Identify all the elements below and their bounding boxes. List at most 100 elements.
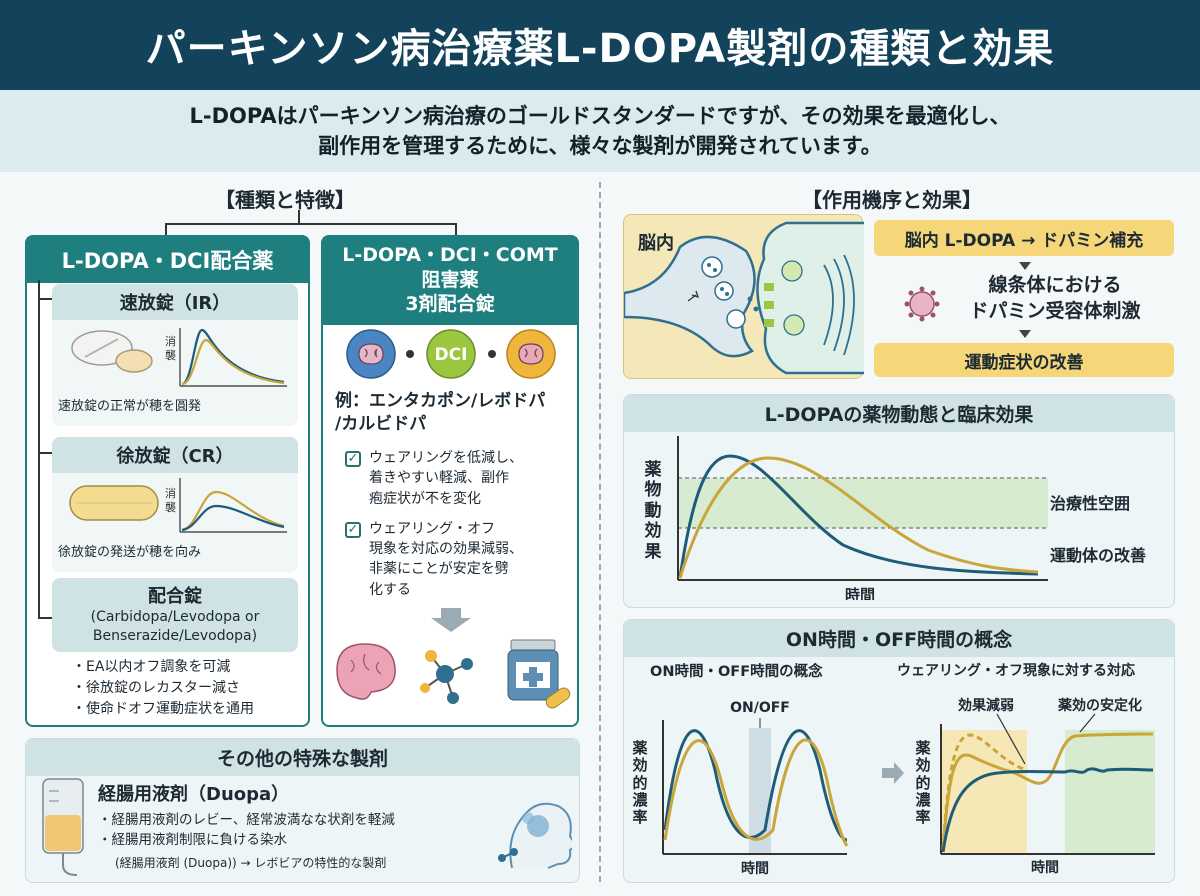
- postsynaptic-neuron: [756, 221, 864, 375]
- list-item: ・EA以内オフ調象を可減: [72, 659, 231, 675]
- svg-text:消: 消: [165, 334, 176, 348]
- tablet-icon: [71, 330, 153, 373]
- tree-connector: [38, 452, 52, 454]
- triple-bottom-icons: [336, 608, 571, 709]
- triple-panel-title: L-DOPA・DCI・COMT 阻害薬 3剤配合錠: [323, 237, 577, 326]
- onoff-xlabel-left: 時間: [741, 860, 769, 877]
- ir-curve-gold: [181, 338, 285, 386]
- ann-stabilization: 薬効の安定化: [1058, 698, 1142, 714]
- mix-title: 配合錠: [148, 586, 202, 607]
- combo-bullets: ・EA以内オフ調象を可減 ・徐放錠のレカスター減さ ・使命ドオフ運動症状を通用: [72, 657, 302, 720]
- cr-caption: 徐放錠の発送が穂を向み: [58, 544, 201, 560]
- svg-text:襲: 襲: [165, 348, 176, 362]
- onoff-label: ON/OFF: [730, 700, 790, 716]
- onoff-right-title: ウェアリング・オフ現象に対する対応: [897, 663, 1135, 679]
- brain-icon: [336, 643, 396, 700]
- mix-sub-1: (Carbidopa/Levodopa or: [90, 609, 260, 625]
- synapse-illustration: [624, 221, 864, 375]
- triple-example: 例：エンタカポン/レボドパ /カルビドパ: [335, 390, 575, 436]
- arrow-down-icon: [431, 608, 471, 632]
- therapeutic-window: [678, 478, 1048, 528]
- weakening-zone: [941, 730, 1027, 854]
- presynaptic-terminal: [624, 235, 756, 358]
- cr-curve-navy: [181, 504, 285, 532]
- intro-line-2: 副作用を管理するために、様々な製剤が開発されています。: [318, 134, 882, 158]
- example-line-2: /カルビドパ: [335, 413, 427, 434]
- column-divider: [599, 182, 601, 882]
- tree-connector: [38, 617, 52, 619]
- list-item: ・使命ドオフ運動症状を通用: [72, 701, 254, 717]
- onoff-left-title: ON時間・OFF時間の概念: [650, 664, 823, 680]
- other-title: その他の特殊な製剤: [26, 739, 579, 776]
- ir-title: 速放錠（IR）: [52, 284, 298, 320]
- example-line-1: 例：エンタカポン/レボドパ: [335, 391, 546, 411]
- triple-title-line-2: 阻害薬: [421, 268, 479, 291]
- tree-connector: [165, 223, 457, 225]
- dci-icon: [426, 329, 476, 379]
- mix-card: 配合錠 (Carbidopa/Levodopa or Benserazide/L…: [52, 578, 298, 652]
- step-receptor-line-1: 線条体における: [988, 274, 1122, 296]
- triple-checklist: ✓ ウェアリングを低減し、 着きやすい軽減、副作 疱症状が不を変化 ✓ ウェアリ…: [345, 448, 573, 610]
- ir-card: 速放錠（IR） 消 襲 速放錠の正常が穂を圓発: [52, 284, 298, 426]
- step-receptor: 線条体における ドパミン受容体刺激: [940, 273, 1170, 324]
- list-item: ・徐放錠のレカスター減さ: [72, 680, 240, 696]
- intro-banner: L-DOPAはパーキンソン病治療のゴールドスタンダードですが、その効果を最適化し…: [0, 90, 1200, 172]
- triple-icons: DCI: [346, 329, 556, 379]
- cr-title: 徐放錠（CR）: [52, 437, 298, 473]
- pk-xlabel: 時間: [845, 586, 875, 600]
- tree-connector: [298, 210, 300, 224]
- pk-ylabel: 薬物動効果: [644, 460, 662, 562]
- triple-title-line-1: L-DOPA・DCI・COMT: [342, 244, 558, 266]
- arrow-right-icon: [882, 762, 904, 784]
- check-icon: ✓: [345, 521, 361, 538]
- check-item: ✓ ウェアリングを低減し、 着きやすい軽減、副作 疱症状が不を変化: [345, 448, 573, 509]
- step-motor-improvement: 運動症状の改善: [874, 343, 1174, 377]
- svg-text:消: 消: [165, 486, 176, 500]
- navy-curve: [941, 767, 1154, 853]
- infusion-bag-icon: [42, 778, 84, 876]
- pk-chart: 時間: [677, 436, 1048, 600]
- onoff-curve-navy: [663, 729, 848, 842]
- onoff-ylabel-right: 薬効的濃率: [915, 739, 931, 826]
- check-icon: ✓: [345, 451, 361, 467]
- onoff-ylabel-left: 薬効的濃率: [632, 739, 648, 826]
- receptor-icon: [904, 286, 940, 322]
- molecule-icon: [420, 650, 473, 704]
- tree-connector: [38, 298, 52, 300]
- cr-curve-gold: [181, 490, 285, 532]
- pk-curve-navy: [678, 454, 1039, 579]
- svg-text:襲: 襲: [165, 500, 176, 514]
- pk-label-window: 治療性空囲: [1050, 494, 1131, 513]
- onoff-chart-right: 時間: [940, 713, 1155, 876]
- types-section-title: 【種類と特徴】: [215, 188, 355, 212]
- svg-text:DCI: DCI: [435, 345, 468, 365]
- brain-label: 脳内: [638, 233, 674, 254]
- onoff-chart-left: ON/OFF 時間: [662, 700, 849, 877]
- onoff-xlabel-right: 時間: [1031, 859, 1059, 876]
- mechanism-section-title: 【作用機序と効果】: [802, 188, 982, 212]
- ir-illustration: 消 襲 速放錠の正常が穂を圓発: [58, 328, 287, 414]
- ir-caption: 速放錠の正常が穂を圓発: [58, 399, 201, 414]
- other-formulations-box: その他の特殊な製剤: [25, 738, 580, 883]
- intro-line-1: L-DOPAはパーキンソン病治療のゴールドスタンダードですが、その効果を最適化し…: [189, 103, 1011, 128]
- cr-card: 徐放錠（CR） 消 襲 徐放錠の発送が穂を向み: [52, 437, 298, 572]
- arrow-down-icon: [1019, 330, 1031, 338]
- tree-connector: [165, 223, 167, 235]
- page-title: パーキンソン病治療薬L-DOPA製剤の種類と効果: [0, 0, 1200, 90]
- duopa-title: 経腸用液剤（Duopa）: [98, 784, 290, 805]
- gold-curve: [941, 732, 1154, 851]
- ann-effect-weakening: 効果減弱: [958, 698, 1014, 714]
- tree-connector: [38, 280, 40, 618]
- stabilization-zone: [1065, 730, 1155, 854]
- cr-illustration: 消 襲 徐放錠の発送が穂を向み: [58, 478, 287, 560]
- combo-panel-title: L-DOPA・DCI配合薬: [27, 237, 308, 283]
- duopa-note: (経腸用液剤 (Duopa)) → レボビアの特性的な製剤: [115, 856, 387, 870]
- synapse-box: 脳内: [623, 214, 864, 379]
- step-dopamine-supply: 脳内 L-DOPA → ドパミン補充: [874, 220, 1174, 256]
- head-profile-icon: [498, 802, 572, 869]
- list-item: ・経腸用液剤のレビー、経常波満なな状剤を軽減: [98, 812, 395, 828]
- step-receptor-line-2: ドパミン受容体刺激: [969, 299, 1141, 322]
- ir-curve-navy: [181, 328, 285, 386]
- pk-label-motor: 運動体の改善: [1050, 546, 1147, 565]
- pk-curve-gold: [678, 456, 1039, 579]
